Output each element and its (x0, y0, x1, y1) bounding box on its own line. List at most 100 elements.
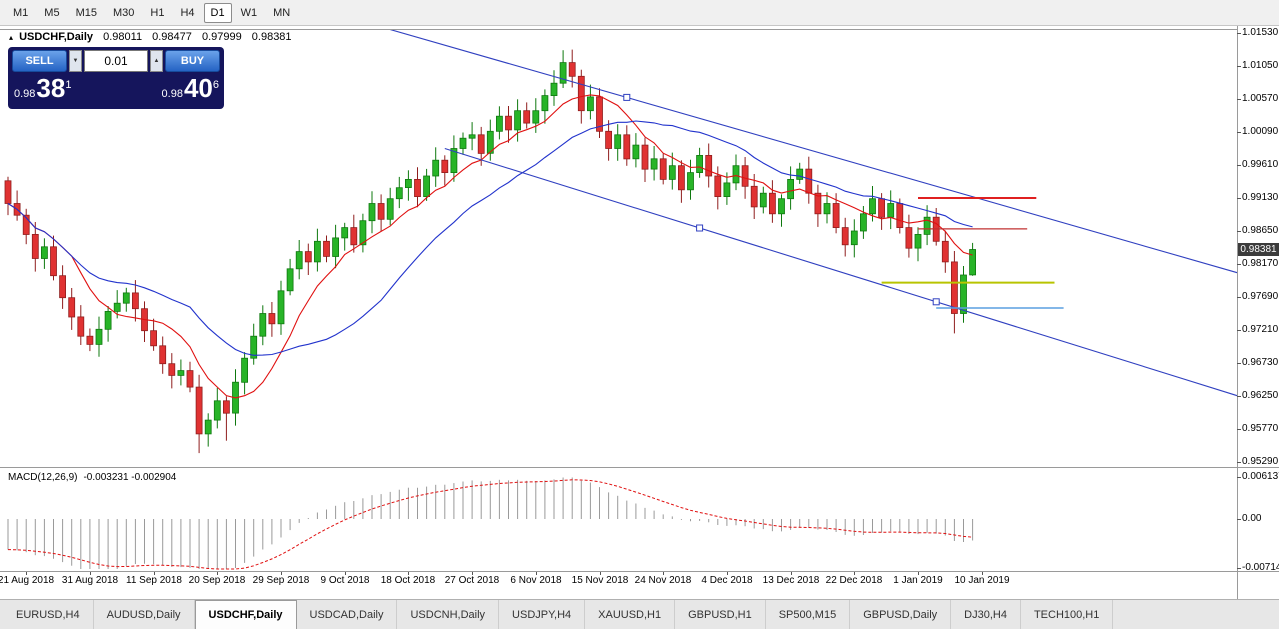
tab-tech100-h1[interactable]: TECH100,H1 (1021, 600, 1114, 629)
price-axis-tick (1237, 231, 1241, 232)
timeframe-button-h4[interactable]: H4 (180, 6, 195, 19)
macd-axis-label: 0.006137 (1242, 471, 1279, 482)
buy-button[interactable]: BUY (165, 50, 220, 72)
timeframe-button-d1[interactable]: D1 (203, 2, 232, 23)
tab-usdcnh-daily[interactable]: USDCNH,Daily (397, 600, 500, 629)
date-axis-label: 13 Dec 2018 (762, 575, 820, 586)
sell-price-display: 0.98 38 1 (13, 73, 71, 104)
horizontal-lines-group (881, 197, 1064, 309)
macd-histogram (7, 477, 974, 569)
date-axis-tick (982, 572, 983, 575)
tab-sp500-m15[interactable]: SP500,M15 (766, 600, 851, 629)
pane-separator[interactable] (0, 467, 1279, 468)
tab-usdjpy-h4[interactable]: USDJPY,H4 (499, 600, 586, 629)
timeframe-button-m5[interactable]: M5 (44, 6, 60, 19)
ohlc-low: 0.97999 (201, 31, 242, 43)
price-axis-label: 0.95770 (1242, 423, 1279, 434)
date-axis-tick (854, 572, 855, 575)
date-axis-label: 15 Nov 2018 (571, 575, 629, 586)
chart-top-border (0, 29, 1237, 30)
chart-window: ▴ USDCHF,Daily 0.98011 0.98477 0.97999 0… (0, 26, 1279, 599)
sell-button[interactable]: SELL (12, 50, 67, 72)
timeframe-button-m1[interactable]: M1 (13, 6, 29, 19)
price-axis-tick (1237, 429, 1241, 430)
date-axis-label: 29 Sep 2018 (252, 575, 310, 586)
timeframe-button-m30[interactable]: M30 (112, 6, 135, 19)
macd-values: -0.003231 -0.002904 (83, 472, 177, 483)
price-axis-label: 0.99610 (1242, 159, 1279, 170)
date-axis-label: 22 Dec 2018 (825, 575, 883, 586)
date-axis-tick (918, 572, 919, 575)
macd-pane[interactable] (2, 469, 1237, 571)
date-axis-label: 1 Jan 2019 (893, 575, 943, 586)
tab-gbpusd-h1[interactable]: GBPUSD,H1 (675, 600, 766, 629)
ohlc-close: 0.98381 (251, 31, 292, 43)
date-axis-label: 18 Oct 2018 (380, 575, 436, 586)
date-axis-label: 20 Sep 2018 (188, 575, 246, 586)
timeframe-button-w1[interactable]: W1 (240, 6, 258, 19)
price-axis-label: 0.97690 (1242, 291, 1279, 302)
date-axis-tick (791, 572, 792, 575)
date-axis-label: 31 Aug 2018 (61, 575, 119, 586)
ohlc-open: 0.98011 (103, 31, 143, 43)
price-axis-label: 1.01050 (1242, 60, 1279, 71)
date-axis-label: 27 Oct 2018 (444, 575, 500, 586)
macd-signal-line (7, 479, 973, 570)
price-axis-tick (1237, 33, 1241, 34)
tab-audusd-daily[interactable]: AUDUSD,Daily (94, 600, 195, 629)
date-axis-tick (408, 572, 409, 575)
price-axis-tick (1237, 330, 1241, 331)
macd-axis-tick (1237, 477, 1241, 478)
price-axis-tick (1237, 198, 1241, 199)
price-axis-tick (1237, 165, 1241, 166)
price-axis-tick (1237, 132, 1241, 133)
moving-average-fast-ma (7, 94, 973, 399)
tab-usdchf-daily[interactable]: USDCHF,Daily (194, 600, 297, 629)
date-axis-tick (536, 572, 537, 575)
volume-decrement-button[interactable]: ▼ (69, 50, 82, 72)
one-click-trading-widget: SELL ▼ ▲ BUY 0.98 38 1 0.98 40 6 (8, 47, 224, 109)
moving-average-slow-ma (7, 120, 973, 356)
volume-increment-button[interactable]: ▲ (150, 50, 163, 72)
volume-input[interactable] (84, 50, 148, 72)
macd-indicator-label: MACD(12,26,9) -0.003231 -0.002904 (8, 472, 176, 483)
date-axis-label: 10 Jan 2019 (954, 575, 1010, 586)
price-axis-tick (1237, 396, 1241, 397)
price-axis-separator (1237, 26, 1238, 599)
timeframe-toolbar: M1 M5 M15 M30 H1 H4 D1 W1 MN (0, 0, 1279, 26)
macd-axis-tick (1237, 519, 1241, 520)
chart-symbol-label: USDCHF,Daily (19, 31, 94, 43)
tab-eurusd-h4[interactable]: EURUSD,H4 (3, 600, 94, 629)
buy-price-pips: 40 (183, 73, 213, 103)
price-axis-tick (1237, 99, 1241, 100)
date-axis-label: 6 Nov 2018 (510, 575, 562, 586)
tab-usdcad-daily[interactable]: USDCAD,Daily (297, 600, 398, 629)
price-axis-label: 0.96730 (1242, 357, 1279, 368)
date-axis-label: 21 Aug 2018 (0, 575, 55, 586)
timeframe-button-m15[interactable]: M15 (75, 6, 97, 19)
current-price-badge: 0.98381 (1238, 243, 1279, 256)
price-axis-label: 0.98170 (1242, 258, 1279, 269)
ohlc-high: 0.98477 (152, 31, 192, 43)
price-axis-label: 0.99130 (1242, 192, 1279, 203)
sell-price-prefix: 0.98 (14, 88, 36, 100)
macd-name: MACD(12,26,9) (8, 472, 78, 483)
price-pane[interactable] (2, 30, 1237, 467)
buy-price-display: 0.98 40 6 (161, 73, 219, 104)
date-axis-tick (345, 572, 346, 575)
date-axis-tick (281, 572, 282, 575)
date-axis-tick (217, 572, 218, 575)
tab-xauusd-h1[interactable]: XAUUSD,H1 (585, 600, 676, 629)
sell-price-pips: 38 (36, 73, 66, 103)
macd-axis-label: 0.00 (1242, 513, 1262, 524)
tab-gbpusd-daily[interactable]: GBPUSD,Daily (850, 600, 952, 629)
price-axis-tick (1237, 264, 1241, 265)
tab-dj30-h4[interactable]: DJ30,H4 (951, 600, 1021, 629)
chart-tab-bar: EURUSD,H4 AUDUSD,Daily USDCHF,Daily USDCAD,… (0, 599, 1279, 629)
price-axis-label: 0.97210 (1242, 324, 1279, 335)
date-axis-tick (472, 572, 473, 575)
timeframe-button-h1[interactable]: H1 (150, 6, 165, 19)
timeframe-button-mn[interactable]: MN (273, 6, 291, 19)
price-axis-label: 1.01530 (1242, 27, 1279, 38)
